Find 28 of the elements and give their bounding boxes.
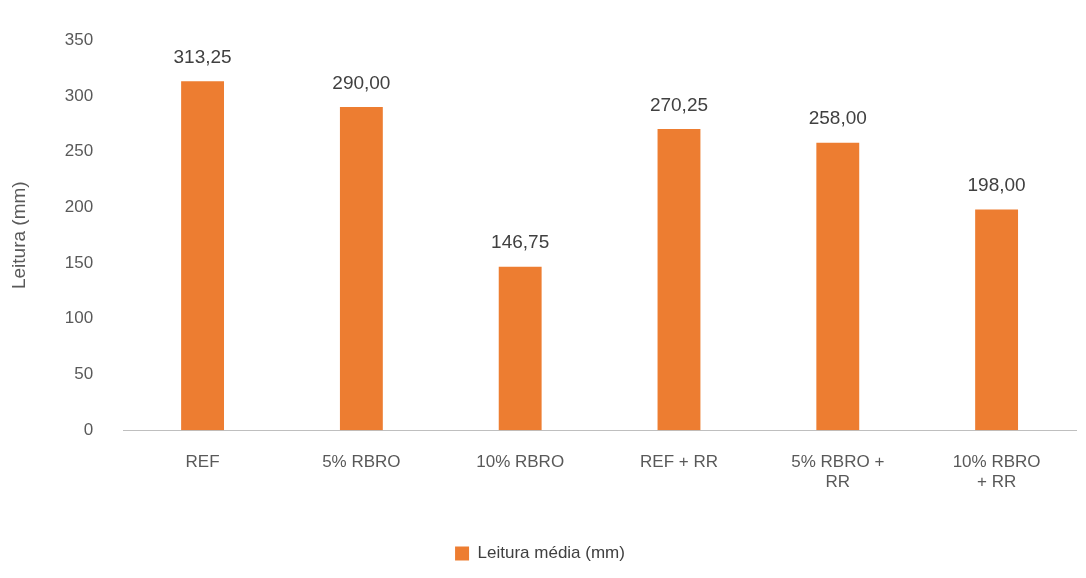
- y-tick-label: 300: [64, 85, 94, 105]
- data-label: 258,00: [808, 107, 867, 129]
- data-label: 313,25: [173, 45, 232, 67]
- y-tick-label: 200: [64, 197, 94, 217]
- bar: [498, 266, 542, 431]
- y-tick-label: 350: [64, 29, 94, 49]
- y-tick-label: 100: [64, 308, 94, 328]
- bar: [339, 107, 383, 431]
- x-tick-label: REF + RR: [640, 452, 718, 472]
- y-axis-title: Leitura (mm): [7, 181, 29, 290]
- y-tick-label: 0: [83, 419, 94, 439]
- data-label: 290,00: [332, 71, 391, 93]
- x-tick-label: 5% RBRO: [322, 452, 401, 472]
- x-tick-label: 5% RBRO + RR: [791, 452, 885, 492]
- x-tick-label: 10% RBRO + RR: [952, 452, 1041, 492]
- data-label: 198,00: [967, 174, 1026, 196]
- y-tick-label: 250: [64, 141, 94, 161]
- x-tick-label: 10% RBRO: [476, 452, 565, 472]
- y-tick-label: 150: [64, 252, 94, 272]
- bar: [181, 81, 225, 431]
- data-label: 270,25: [649, 93, 709, 115]
- y-tick-label: 50: [74, 364, 94, 384]
- bar: [975, 209, 1019, 431]
- legend-label: Leitura média (mm): [477, 543, 625, 563]
- data-label: 146,75: [491, 231, 550, 253]
- x-tick-label: REF: [185, 452, 220, 472]
- bar: [657, 129, 701, 431]
- bar: [816, 142, 860, 431]
